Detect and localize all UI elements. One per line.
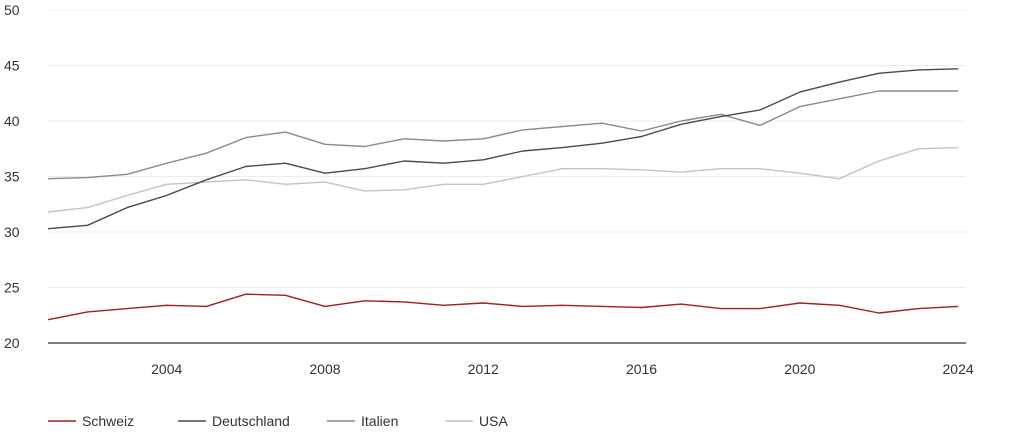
y-tick-label: 45 [4, 58, 20, 74]
legend-label: USA [479, 413, 508, 429]
y-tick-label: 40 [4, 113, 20, 129]
legend: Schweiz Deutschland Italien USA [48, 413, 508, 429]
legend-item-usa: USA [445, 413, 508, 429]
series-line-usa [47, 146, 959, 213]
x-tick-label: 2024 [943, 361, 974, 377]
legend-item-schweiz: Schweiz [48, 413, 134, 429]
series-line-deutschland [47, 68, 959, 230]
y-tick-label: 25 [4, 280, 20, 296]
y-tick-label: 35 [4, 169, 20, 185]
series-line-schweiz [47, 293, 959, 321]
legend-item-deutschland: Deutschland [178, 413, 290, 429]
legend-item-italien: Italien [327, 413, 398, 429]
y-tick-label: 20 [4, 335, 20, 351]
y-axis-ticks: 20 25 30 35 40 45 50 [4, 2, 20, 351]
x-tick-label: 2012 [468, 361, 499, 377]
gridlines [48, 9, 966, 288]
y-tick-label: 50 [4, 2, 20, 18]
x-tick-label: 2004 [151, 361, 182, 377]
x-tick-label: 2020 [784, 361, 815, 377]
series-line-italien [47, 90, 959, 180]
legend-label: Italien [361, 413, 398, 429]
x-axis-ticks: 2004 2008 2012 2016 2020 2024 [151, 361, 974, 377]
y-tick-label: 30 [4, 224, 20, 240]
legend-label: Deutschland [212, 413, 290, 429]
legend-label: Schweiz [82, 413, 134, 429]
series-lines [47, 68, 959, 321]
x-tick-label: 2016 [626, 361, 657, 377]
x-tick-label: 2008 [309, 361, 340, 377]
